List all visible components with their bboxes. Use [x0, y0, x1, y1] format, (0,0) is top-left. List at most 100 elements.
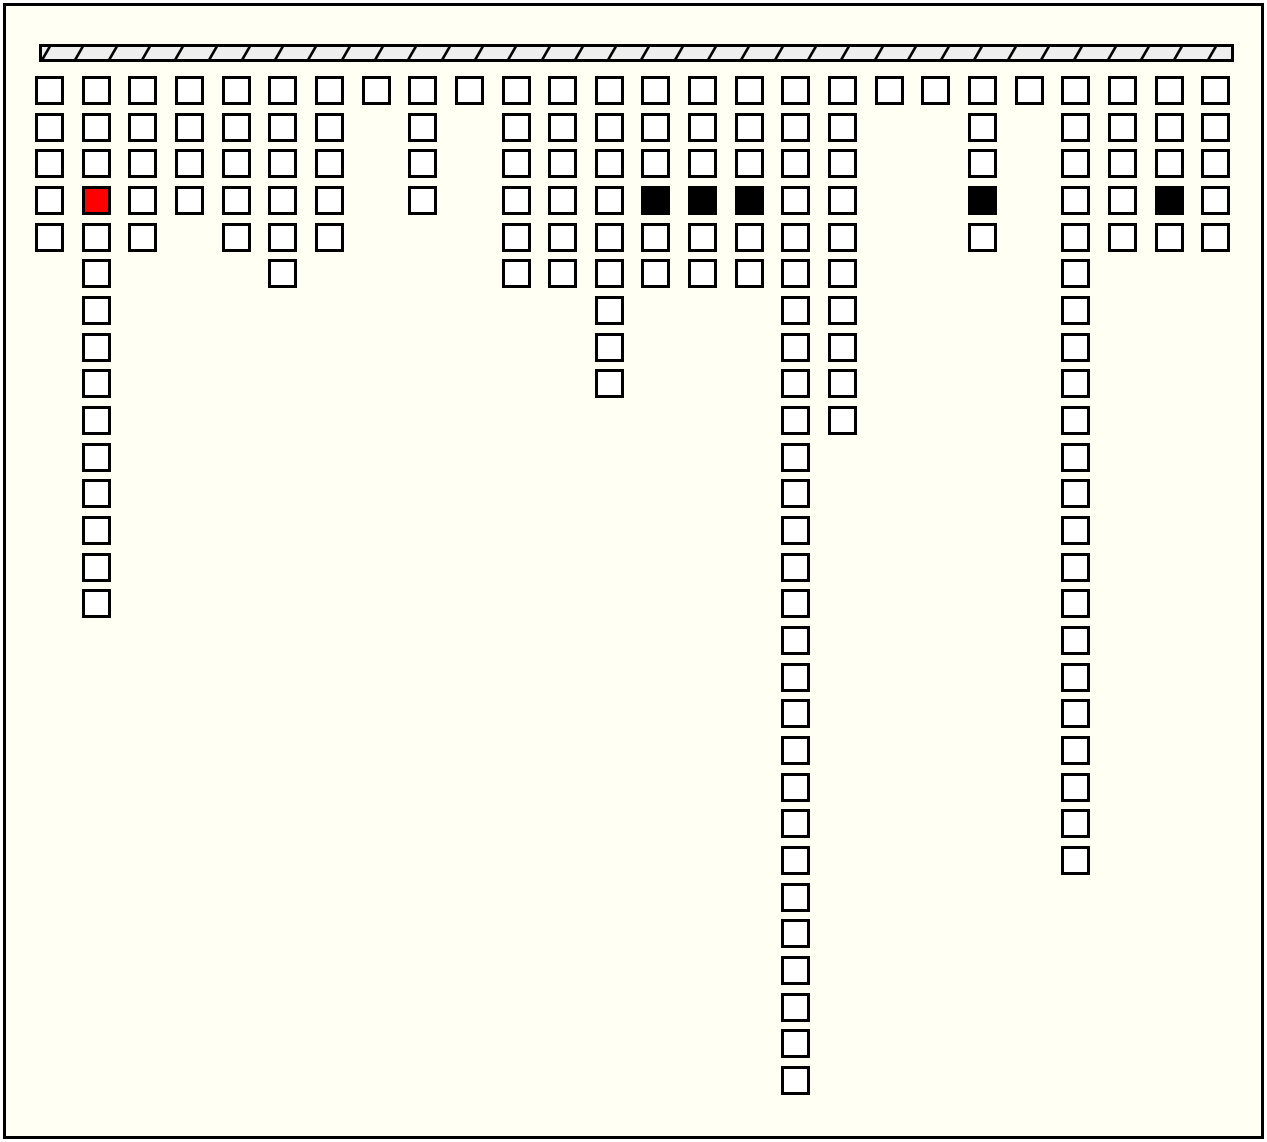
tile[interactable]	[594, 222, 624, 252]
tile[interactable]	[1061, 516, 1091, 546]
tile[interactable]	[594, 369, 624, 399]
tile[interactable]	[221, 76, 251, 105]
tile[interactable]	[548, 259, 578, 289]
tile[interactable]	[594, 259, 624, 289]
tile[interactable]	[781, 406, 811, 436]
tile[interactable]	[781, 1066, 811, 1096]
tile[interactable]	[781, 589, 811, 619]
tile[interactable]	[128, 222, 158, 252]
tile[interactable]	[81, 516, 111, 546]
tile[interactable]	[81, 332, 111, 362]
tile[interactable]	[268, 259, 298, 289]
tile[interactable]	[1061, 846, 1091, 876]
tile[interactable]	[1061, 442, 1091, 472]
tile[interactable]	[1107, 222, 1137, 252]
tile[interactable]	[1061, 479, 1091, 509]
tile[interactable]	[1154, 222, 1184, 252]
tile[interactable]	[501, 149, 531, 179]
tile[interactable]	[361, 76, 391, 105]
tile[interactable]	[81, 369, 111, 399]
tile[interactable]	[781, 772, 811, 802]
tile[interactable]	[968, 149, 997, 179]
tile[interactable]	[781, 332, 811, 362]
tile[interactable]	[81, 149, 111, 179]
tile[interactable]	[734, 149, 764, 179]
tile[interactable]	[828, 406, 858, 436]
tile[interactable]	[1154, 149, 1184, 179]
tile[interactable]	[828, 186, 858, 215]
tile[interactable]	[1201, 186, 1231, 215]
tile[interactable]	[781, 222, 811, 252]
tile[interactable]	[874, 76, 904, 105]
tile[interactable]	[1061, 112, 1091, 142]
tile[interactable]	[1107, 186, 1137, 215]
tile-filled[interactable]	[734, 186, 764, 215]
tile[interactable]	[81, 406, 111, 436]
tile[interactable]	[81, 479, 111, 509]
tile[interactable]	[128, 112, 158, 142]
tile[interactable]	[828, 222, 858, 252]
tile[interactable]	[1061, 332, 1091, 362]
tile[interactable]	[268, 222, 298, 252]
tile[interactable]	[828, 149, 858, 179]
tile[interactable]	[1061, 772, 1091, 802]
tile[interactable]	[1061, 552, 1091, 582]
tile[interactable]	[221, 186, 251, 215]
tile[interactable]	[548, 149, 578, 179]
tile[interactable]	[1154, 76, 1184, 105]
tile[interactable]	[688, 259, 718, 289]
tile[interactable]	[781, 76, 811, 105]
tile[interactable]	[781, 479, 811, 509]
tile[interactable]	[408, 112, 438, 142]
tile[interactable]	[268, 149, 298, 179]
tile[interactable]	[128, 149, 158, 179]
tile[interactable]	[1061, 296, 1091, 326]
tile[interactable]	[408, 76, 438, 105]
tile[interactable]	[828, 112, 858, 142]
tile[interactable]	[968, 222, 997, 252]
tile[interactable]	[781, 369, 811, 399]
tile[interactable]	[548, 222, 578, 252]
tile[interactable]	[734, 222, 764, 252]
tile[interactable]	[781, 919, 811, 949]
tile[interactable]	[81, 296, 111, 326]
tile[interactable]	[314, 222, 344, 252]
tile[interactable]	[781, 956, 811, 986]
tile[interactable]	[688, 112, 718, 142]
tile[interactable]	[174, 149, 204, 179]
tile[interactable]	[314, 186, 344, 215]
tile[interactable]	[828, 369, 858, 399]
tile[interactable]	[641, 222, 671, 252]
tile[interactable]	[594, 186, 624, 215]
tile[interactable]	[1061, 369, 1091, 399]
tile[interactable]	[221, 149, 251, 179]
tile[interactable]	[81, 112, 111, 142]
tile[interactable]	[174, 186, 204, 215]
tile[interactable]	[781, 442, 811, 472]
tile[interactable]	[828, 332, 858, 362]
tile[interactable]	[1201, 76, 1231, 105]
tile[interactable]	[81, 259, 111, 289]
tile[interactable]	[35, 76, 64, 105]
tile[interactable]	[268, 112, 298, 142]
tile[interactable]	[688, 76, 718, 105]
tile[interactable]	[1061, 589, 1091, 619]
tile[interactable]	[641, 149, 671, 179]
tile[interactable]	[548, 112, 578, 142]
tile[interactable]	[501, 259, 531, 289]
tile[interactable]	[968, 76, 997, 105]
tile[interactable]	[35, 112, 64, 142]
tile[interactable]	[501, 222, 531, 252]
tile[interactable]	[828, 296, 858, 326]
tile-filled[interactable]	[641, 186, 671, 215]
tile[interactable]	[734, 259, 764, 289]
tile[interactable]	[688, 149, 718, 179]
tile[interactable]	[268, 186, 298, 215]
tile[interactable]	[408, 186, 438, 215]
tile[interactable]	[641, 112, 671, 142]
tile[interactable]	[81, 442, 111, 472]
tile[interactable]	[314, 112, 344, 142]
tile[interactable]	[921, 76, 951, 105]
tile[interactable]	[1061, 186, 1091, 215]
tile[interactable]	[35, 149, 64, 179]
